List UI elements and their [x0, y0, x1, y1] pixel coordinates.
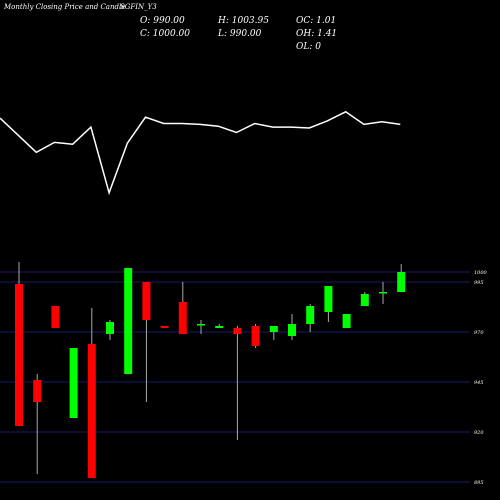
candle-body — [324, 286, 333, 312]
y-tick-label: 995 — [474, 280, 484, 286]
y-tick-label: 1000 — [474, 270, 488, 276]
candle-body — [397, 272, 406, 292]
symbol-label: SGFIN_Y3 — [120, 3, 157, 11]
candle-body — [124, 268, 133, 374]
candle-body — [269, 326, 278, 332]
y-tick-label: 945 — [474, 380, 484, 386]
candle-body — [87, 344, 96, 478]
candle-body — [215, 326, 224, 328]
stat-oh: OH: 1.41 — [296, 29, 337, 39]
candle-body — [178, 302, 187, 334]
candle-body — [160, 326, 169, 328]
candle-body — [342, 314, 351, 328]
candle-body — [33, 380, 42, 402]
candle-body — [15, 284, 23, 426]
close-price-line — [0, 110, 401, 196]
stat-close: C: 1000.00 — [140, 29, 190, 39]
y-axis-ticks: 1000 995 970 945 920 895 — [474, 270, 488, 486]
stat-low: L: 990.00 — [217, 29, 262, 39]
candle-body — [379, 292, 387, 294]
y-tick-label: 970 — [474, 330, 484, 336]
y-tick-label: 895 — [474, 480, 484, 486]
candle-body — [306, 306, 315, 324]
candle-body — [360, 294, 369, 306]
candles — [15, 262, 406, 478]
y-tick-label: 920 — [474, 430, 484, 436]
candle-body — [251, 326, 260, 346]
chart-title: Monthly Closing Price and Candle — [3, 3, 125, 11]
candle-body — [106, 322, 114, 334]
candle-body — [51, 306, 60, 328]
candle-body — [197, 324, 205, 326]
stat-oc: OC: 1.01 — [296, 16, 336, 26]
candle-body — [288, 324, 296, 336]
stat-ol: OL: 0 — [296, 42, 321, 52]
candle-body — [142, 282, 151, 320]
candle-body — [233, 328, 242, 334]
stat-open: O: 990.00 — [140, 16, 185, 26]
candle-body — [69, 348, 78, 418]
stat-high: H: 1003.95 — [217, 16, 269, 26]
